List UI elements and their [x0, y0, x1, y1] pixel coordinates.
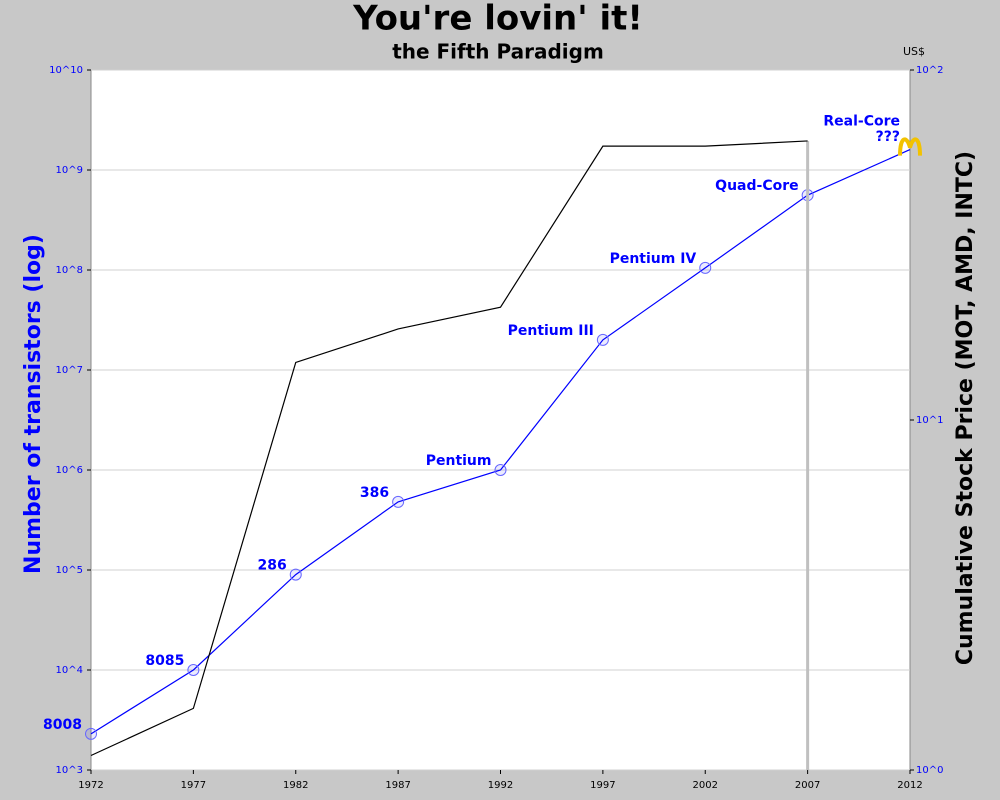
point-marker — [596, 333, 609, 346]
layers: 10^3 10^4 10^5 10^6 10^7 10^8 10^9 10^10 10^0 10^… — [43, 65, 943, 791]
point-label: Real-Core??? — [823, 114, 900, 145]
point-label: 8008 — [43, 717, 82, 733]
y2-unit: US$ — [903, 45, 925, 58]
plot-area — [90, 69, 911, 771]
x-tick-label: 1987 — [385, 780, 410, 791]
x-tick-label: 1997 — [590, 780, 615, 791]
y-tick-label: 10^3 — [56, 765, 83, 776]
logo — [898, 137, 922, 156]
point-label: Quad-Core — [715, 178, 798, 194]
y-axis-label: Number of transistors (log) — [21, 234, 46, 574]
series-line — [90, 149, 911, 735]
x-tick-label: 2002 — [693, 780, 718, 791]
x-tick-label: 1982 — [283, 780, 308, 791]
point-marker — [392, 495, 405, 508]
point-label: 386 — [360, 485, 389, 501]
y-tick-label: 10^4 — [56, 665, 83, 676]
x-tick-label: 2007 — [795, 780, 820, 791]
point-marker — [699, 261, 712, 274]
point-label: 286 — [258, 558, 287, 574]
series-line — [90, 140, 808, 757]
y2-tick-label: 10^1 — [916, 415, 943, 426]
point-label: Pentium — [426, 453, 492, 469]
point-label: Pentium IV — [610, 251, 697, 267]
x-tick-label: 2012 — [897, 780, 922, 791]
point-marker — [85, 727, 97, 740]
point-marker — [187, 664, 200, 676]
y-tick-label: 10^6 — [56, 465, 83, 476]
y-tick-label: 10^8 — [56, 265, 83, 276]
chart-subtitle: the Fifth Paradigm — [392, 40, 604, 64]
y-tick-label: 10^7 — [56, 365, 83, 376]
point-marker — [494, 464, 507, 476]
x-tick-label: 1977 — [181, 780, 206, 791]
y-tick-label: 10^9 — [56, 165, 83, 176]
point-label: 8085 — [145, 653, 184, 669]
y-tick-label: 10^5 — [56, 565, 83, 576]
y-tick-label: 10^10 — [49, 65, 83, 76]
point-marker — [289, 568, 302, 581]
point-label: Pentium III — [508, 323, 594, 339]
chart-title: You're lovin' it! — [352, 0, 643, 39]
y2-axis-label: Cumulative Stock Price (MOT, AMD, INTC) — [953, 151, 978, 665]
y2-tick-label: 10^2 — [916, 65, 943, 76]
x-tick-label: 1992 — [488, 780, 513, 791]
y2-tick-label: 10^0 — [916, 765, 943, 776]
x-tick-label: 1972 — [78, 780, 103, 791]
